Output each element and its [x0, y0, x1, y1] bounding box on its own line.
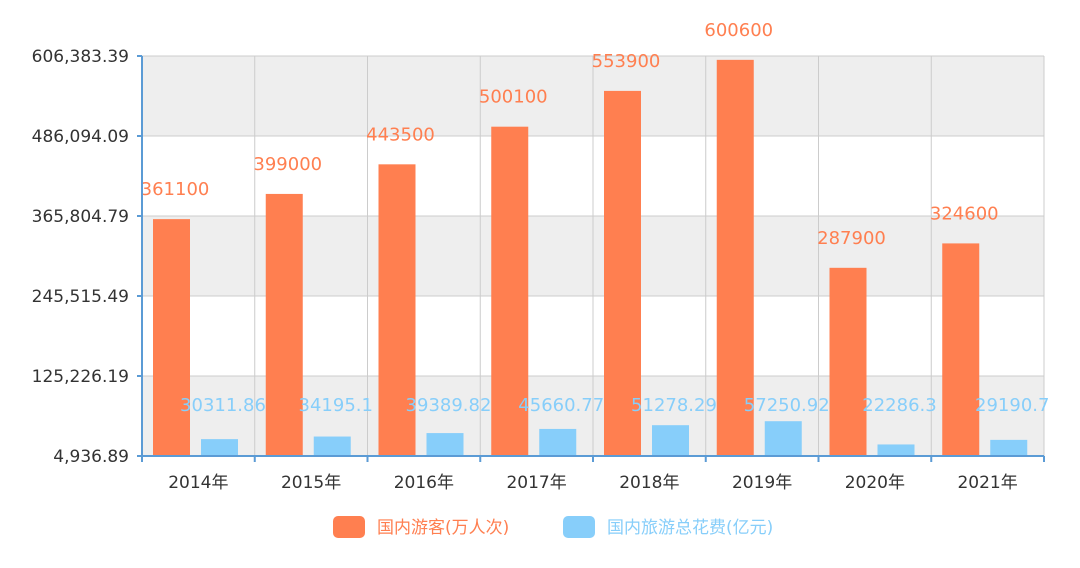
y-tick-label: 365,804.79 [32, 207, 129, 227]
data-label-spending: 30311.86 [180, 395, 266, 416]
data-label-spending: 51278.29 [631, 395, 717, 416]
bar-spending[interactable] [764, 421, 802, 456]
data-label-tourists: 553900 [592, 51, 661, 72]
y-tick-label: 125,226.19 [32, 367, 129, 387]
legend-item-spending[interactable]: 国内旅游总花费(亿元) [563, 516, 773, 538]
x-tick-label: 2020年 [845, 473, 905, 493]
data-label-spending: 22286.3 [862, 395, 936, 416]
x-tick-label: 2021年 [957, 473, 1017, 493]
data-label-spending: 45660.77 [518, 395, 604, 416]
data-label-spending: 29190.7 [975, 395, 1049, 416]
bar-tourists[interactable] [942, 243, 980, 456]
legend-label-tourists: 国内游客(万人次) [377, 518, 509, 538]
legend-swatch-tourists [333, 516, 365, 538]
data-label-tourists: 600600 [704, 20, 773, 41]
legend: 国内游客(万人次) 国内旅游总花费(亿元) [333, 516, 773, 538]
bar-spending[interactable] [877, 444, 915, 456]
bar-spending[interactable] [990, 439, 1028, 456]
legend-label-spending: 国内旅游总花费(亿元) [607, 518, 773, 538]
y-tick-label: 4,936.89 [53, 447, 129, 467]
data-labels: 361100 399000 443500 500100 553900 600600 2879… [141, 20, 1050, 416]
data-label-tourists: 361100 [141, 179, 210, 200]
bar-marks [153, 59, 1028, 457]
bar-spending[interactable] [426, 433, 464, 456]
bar-tourists[interactable] [265, 193, 303, 456]
data-label-tourists: 324600 [930, 203, 999, 224]
data-label-spending: 34195.1 [299, 395, 373, 416]
x-tick-label: 2018年 [619, 473, 679, 493]
bar-tourists[interactable] [604, 90, 641, 456]
x-tick-label: 2014年 [168, 473, 228, 493]
bar-spending[interactable] [539, 428, 577, 456]
y-axis-tick-labels: 4,936.89 125,226.19 245,515.49 365,804.79 48… [32, 47, 129, 467]
legend-item-tourists[interactable]: 国内游客(万人次) [333, 516, 509, 538]
x-axis-tick-labels: 2014年 2015年 2016年 2017年 2018年 2019年 2020年 2021年 [168, 473, 1018, 493]
data-label-spending: 57250.92 [744, 395, 830, 416]
data-label-spending: 39389.82 [406, 395, 492, 416]
bar-tourists[interactable] [153, 219, 190, 456]
data-label-tourists: 500100 [479, 87, 548, 108]
legend-swatch-spending [563, 516, 595, 538]
bar-tourists[interactable] [829, 267, 867, 456]
data-label-tourists: 399000 [253, 154, 322, 175]
x-tick-label: 2015年 [281, 473, 341, 493]
data-label-tourists: 443500 [366, 124, 435, 145]
x-tick-label: 2019年 [732, 473, 792, 493]
bar-spending[interactable] [313, 436, 351, 456]
y-tick-label: 606,383.39 [32, 47, 129, 67]
bar-spending[interactable] [652, 425, 689, 456]
y-tick-label: 245,515.49 [32, 287, 129, 307]
x-tick-label: 2016年 [394, 473, 454, 493]
y-tick-label: 486,094.09 [32, 127, 129, 147]
axes [137, 55, 1045, 462]
bar-tourists[interactable] [491, 126, 529, 456]
bar-spending[interactable] [201, 439, 238, 456]
bar-tourists[interactable] [716, 59, 754, 457]
x-tick-label: 2017年 [506, 473, 566, 493]
data-label-tourists: 287900 [817, 228, 886, 249]
bar-tourists[interactable] [378, 164, 416, 456]
